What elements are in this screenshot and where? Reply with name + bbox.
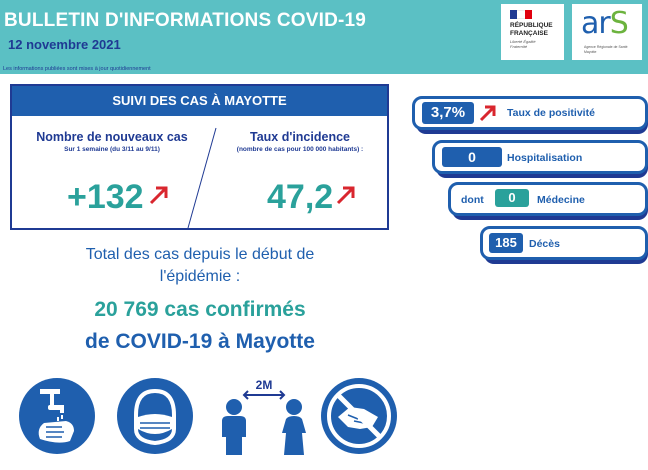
hospitalisation-label: Hospitalisation	[507, 152, 583, 164]
social-distance-icon: 2M	[222, 378, 306, 455]
distance-label: 2M	[256, 378, 273, 392]
trend-up-arrow-icon	[479, 105, 496, 122]
total-text-line1: Total des cas depuis le début de	[85, 246, 315, 263]
french-flag-icon	[510, 10, 532, 19]
incidence-column: Taux d'incidence (nombre de cas pour 100…	[210, 130, 390, 153]
hospitalisation-value: 0	[442, 147, 502, 167]
trend-up-arrow-icon	[336, 186, 355, 205]
nouveaux-cas-sub: Sur 1 semaine (du 3/11 au 9/11)	[64, 146, 160, 153]
total-text-line2: l'épidémie :	[159, 268, 241, 285]
ars-logo-sub: Agence Régionale de Santé Mayotte	[584, 45, 628, 54]
box-divider	[187, 127, 217, 229]
republique-francaise-logo: RÉPUBLIQUE FRANÇAISE Liberté Égalité Fra…	[501, 4, 564, 60]
rf-motto: Liberté Égalité Fraternité	[510, 39, 536, 49]
deces-value: 185	[489, 233, 523, 253]
total-confirmed-cases: 20 769 cas confirmés	[94, 298, 306, 321]
incidence-value: 47,2	[267, 178, 334, 216]
medecine-value: 0	[495, 189, 529, 207]
bulletin-title: BULLETIN D'INFORMATIONS COVID-19	[4, 10, 367, 31]
deces-indicator: 185 Décès	[480, 226, 648, 260]
update-note: Les informations publiées sont mises à j…	[3, 66, 151, 72]
nouveaux-cas-title: Nombre de nouveaux cas	[36, 130, 188, 144]
ars-logo-main: ar	[581, 6, 611, 41]
medecine-label: Médecine	[537, 194, 585, 206]
ars-logo-s: S	[609, 6, 629, 41]
suivi-heading: SUIVI DES CAS À MAYOTTE	[12, 86, 387, 116]
positivite-indicator: 3,7% Taux de positivité	[412, 96, 648, 130]
incidence-title: Taux d'incidence	[250, 130, 350, 144]
header-banner: BULLETIN D'INFORMATIONS COVID-19 12 nove…	[0, 0, 648, 74]
positivite-label: Taux de positivité	[507, 107, 595, 119]
hand-washing-icon	[19, 378, 95, 454]
bulletin-date: 12 novembre 2021	[8, 37, 121, 52]
hospitalisation-indicator: 0 Hospitalisation	[432, 140, 648, 174]
total-text-line4: de COVID-19 à Mayotte	[85, 330, 315, 353]
trend-up-arrow-icon	[149, 186, 168, 205]
deces-label: Décès	[529, 238, 560, 250]
positivite-value: 3,7%	[422, 102, 474, 124]
nouveaux-cas-column: Nombre de nouveaux cas Sur 1 semaine (du…	[22, 130, 202, 153]
no-handshake-icon	[321, 378, 397, 454]
nouveaux-cas-value: +132	[67, 178, 144, 216]
ars-logo: arS Agence Régionale de Santé Mayotte	[572, 4, 642, 60]
medecine-prefix: dont	[461, 194, 484, 206]
rf-line1: RÉPUBLIQUE	[510, 22, 553, 29]
face-mask-icon	[117, 378, 193, 454]
incidence-sub: (nombre de cas pour 100 000 habitants) :	[236, 146, 364, 153]
medecine-indicator: dont 0 Médecine	[448, 182, 648, 216]
rf-line2: FRANÇAISE	[510, 30, 548, 37]
suivi-cas-box: SUIVI DES CAS À MAYOTTE Nombre de nouvea…	[10, 84, 389, 230]
